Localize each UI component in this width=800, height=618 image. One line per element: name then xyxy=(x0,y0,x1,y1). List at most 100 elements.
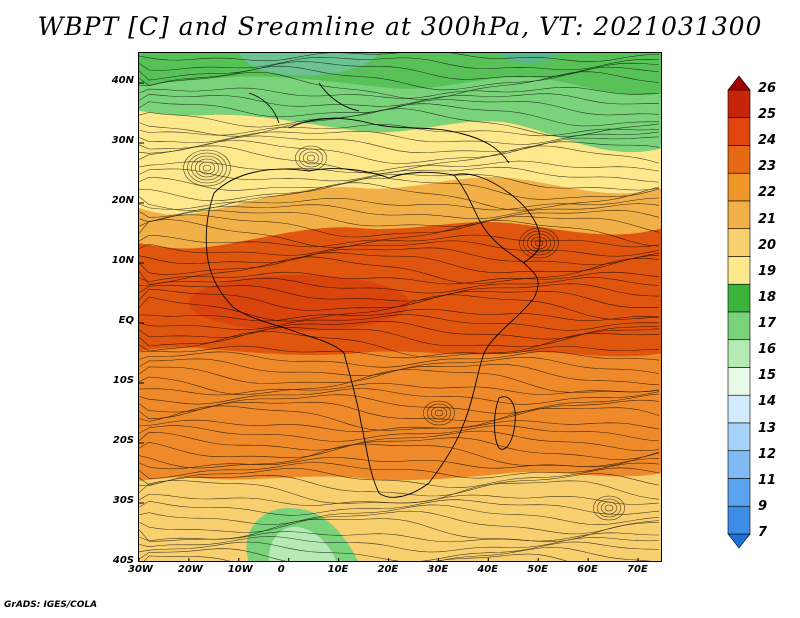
colorbar-level-label: 25 xyxy=(758,107,777,123)
colorbar-level-label: 20 xyxy=(758,237,777,253)
lon-tick-label: 0 xyxy=(277,564,285,575)
eddy-streamline xyxy=(198,161,216,175)
streamline xyxy=(139,531,660,543)
colorbar-segment xyxy=(727,89,751,119)
streamline xyxy=(139,314,659,331)
streamline xyxy=(139,256,660,285)
lon-tick-label: 20E xyxy=(377,564,399,575)
colorbar-min-triangle xyxy=(727,533,751,549)
lat-tick-label: 30S xyxy=(112,495,134,506)
colorbar-level-label: 19 xyxy=(758,263,777,279)
streamline xyxy=(139,462,660,479)
lon-tick-label: 40E xyxy=(477,564,499,575)
eddy-streamline xyxy=(597,498,621,518)
colorbar-level-label: 26 xyxy=(758,81,777,96)
lat-tick-label: 30N xyxy=(111,135,134,146)
streamline xyxy=(139,124,660,137)
streamline xyxy=(139,214,660,238)
eddy-streamline xyxy=(427,403,451,423)
streamline xyxy=(139,177,660,202)
colorbar-segment xyxy=(727,256,751,285)
streamline xyxy=(139,219,660,248)
eddy-streamline xyxy=(423,400,455,426)
streamline xyxy=(139,467,660,488)
lon-tick-label: 60E xyxy=(577,564,598,575)
colorbar-segment xyxy=(727,145,751,174)
streamline xyxy=(139,166,660,183)
eddy-streamline xyxy=(306,154,316,162)
streamline xyxy=(139,61,660,81)
eddy-streamline xyxy=(600,501,618,515)
eddy-streamline xyxy=(299,148,323,168)
colorbar-segment xyxy=(727,394,751,424)
eddy-streamline xyxy=(302,151,320,165)
eddy-streamline xyxy=(434,409,444,417)
europe-coast xyxy=(288,117,510,164)
streamline xyxy=(139,234,660,248)
lat-tick-label: 40S xyxy=(112,555,134,566)
streamline xyxy=(139,493,660,506)
streamline xyxy=(139,108,660,137)
streamline xyxy=(139,430,660,451)
colorbar-level-label: 11 xyxy=(758,472,777,488)
streamline xyxy=(139,173,660,191)
colorbar-segment xyxy=(727,505,751,535)
lon-tick-label: 50E xyxy=(527,564,548,575)
eddy-streamline xyxy=(195,158,219,178)
streamline xyxy=(139,294,660,322)
streamline xyxy=(139,541,660,561)
streamline xyxy=(139,547,652,561)
lat-tick-label: 40N xyxy=(111,75,134,86)
streamline xyxy=(139,56,660,71)
streamline xyxy=(139,283,660,302)
wbpt-field-map xyxy=(139,53,661,561)
colorbar-segment xyxy=(727,450,751,479)
eddy-streamline xyxy=(295,145,327,171)
colorbar-level-label: 7 xyxy=(758,525,768,540)
colorbar-level-label: 13 xyxy=(758,420,777,436)
streamline xyxy=(139,65,660,91)
eddy-streamline xyxy=(593,495,625,521)
eddy-streamline xyxy=(534,239,544,247)
streamline xyxy=(139,182,660,211)
credit-text: GrADS: IGES/COLA xyxy=(4,600,98,610)
streamline xyxy=(139,419,660,433)
lon-tick-label: 20W xyxy=(177,564,203,575)
colorbar-segment xyxy=(727,367,751,396)
coastlines xyxy=(205,82,541,498)
colorbar-segment xyxy=(727,200,751,230)
colorbar-level-label: 24 xyxy=(758,133,777,149)
colorbar-level-label: 22 xyxy=(758,185,777,201)
streamline xyxy=(139,271,660,285)
streamline xyxy=(139,457,660,470)
eddy-streamline xyxy=(527,233,551,253)
iberia-coast xyxy=(248,92,280,124)
streamline xyxy=(139,351,660,368)
streamline xyxy=(139,393,660,414)
streamline xyxy=(139,53,660,62)
streamline xyxy=(139,71,660,100)
lat-tick-label: 10N xyxy=(111,255,134,266)
colorbar-level-label: 9 xyxy=(758,498,768,514)
streamline xyxy=(139,197,660,211)
streamline xyxy=(139,130,660,145)
eddy-streamline xyxy=(523,230,555,256)
eddy-streamline xyxy=(202,164,212,172)
colorbar-segment xyxy=(727,478,751,507)
field-band-yellow-north xyxy=(139,111,661,216)
arabia-outline xyxy=(453,173,541,264)
streamline xyxy=(139,288,659,311)
streamline xyxy=(139,425,660,442)
map-panel: 40N 30N 20N 10N EQ 10S 20S 30S 40S 30W 20W 10W 0 10E 2… xyxy=(112,52,662,575)
streamline xyxy=(139,405,660,431)
streamline xyxy=(139,504,660,525)
lat-tick-label: 10S xyxy=(112,375,134,386)
streamline xyxy=(139,203,660,219)
field-band-orange-south xyxy=(139,347,661,481)
streamline xyxy=(139,247,660,265)
eddy-streamline xyxy=(519,227,559,259)
lon-tick-label: 70E xyxy=(627,564,648,575)
colorbar-level-label: 15 xyxy=(758,368,777,384)
field-band-north-darkgreen xyxy=(139,53,661,96)
lon-tick-label: 30W xyxy=(128,564,153,575)
